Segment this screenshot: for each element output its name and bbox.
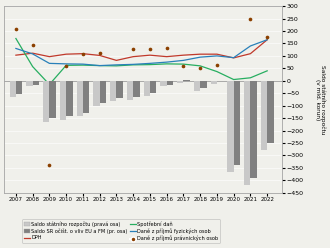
- Bar: [10, 81, 16, 97]
- Bar: [227, 81, 234, 172]
- Bar: [183, 80, 190, 81]
- Bar: [26, 81, 33, 86]
- Point: [164, 46, 169, 50]
- Point: [231, 105, 236, 109]
- Point: [147, 47, 152, 51]
- Point: [181, 64, 186, 68]
- Bar: [133, 81, 140, 97]
- Point: [47, 163, 52, 167]
- Bar: [150, 81, 156, 93]
- Point: [248, 17, 253, 21]
- Bar: [16, 81, 22, 94]
- Bar: [261, 81, 267, 151]
- Point: [30, 43, 35, 47]
- Bar: [77, 81, 83, 116]
- Bar: [194, 81, 200, 91]
- Bar: [267, 81, 274, 143]
- Legend: Saldo státního rozpočtu (pravá osa), Saldo SR očišt. o vliv EU a FM (pr. osa), D: Saldo státního rozpočtu (pravá osa), Sal…: [22, 219, 220, 243]
- Point: [63, 64, 69, 68]
- Bar: [83, 81, 89, 113]
- Bar: [116, 81, 123, 98]
- Bar: [144, 81, 150, 96]
- Point: [114, 91, 119, 94]
- Bar: [100, 81, 106, 103]
- Point: [13, 27, 18, 31]
- Point: [265, 34, 270, 38]
- Bar: [60, 81, 66, 120]
- Point: [214, 63, 219, 67]
- Bar: [211, 81, 217, 84]
- Point: [198, 66, 203, 70]
- Bar: [250, 81, 257, 178]
- Bar: [66, 81, 73, 116]
- Bar: [200, 81, 207, 88]
- Bar: [93, 81, 100, 106]
- Bar: [234, 81, 240, 165]
- Bar: [160, 81, 167, 86]
- Y-axis label: Saldo státního rozpočtu
(v mld. korun): Saldo státního rozpočtu (v mld. korun): [314, 65, 326, 134]
- Bar: [244, 81, 250, 185]
- Bar: [110, 81, 116, 101]
- Bar: [33, 81, 39, 85]
- Bar: [167, 81, 173, 85]
- Bar: [50, 81, 56, 118]
- Point: [97, 51, 102, 55]
- Point: [131, 47, 136, 51]
- Bar: [177, 81, 183, 83]
- Bar: [127, 81, 133, 100]
- Bar: [43, 81, 49, 122]
- Point: [80, 52, 85, 56]
